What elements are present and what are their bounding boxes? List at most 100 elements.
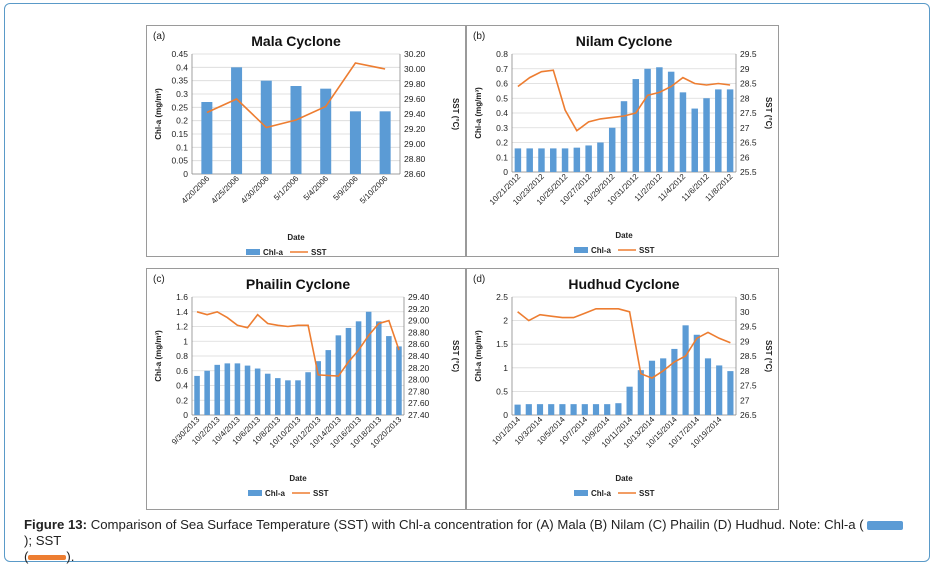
y-tick-label: 0.35 <box>171 76 188 86</box>
chl-legend-swatch <box>867 521 904 531</box>
chl-bar <box>679 92 687 172</box>
y2-tick-label: 25.5 <box>740 167 757 177</box>
y-tick-label: 0.2 <box>176 116 188 126</box>
y-axis-title: Chl-a (mg/m³) <box>474 330 483 382</box>
y2-tick-label: 28.80 <box>404 154 426 164</box>
chl-bar <box>548 404 555 415</box>
legend-chl-label: Chl-a <box>591 489 612 498</box>
y2-tick-label: 29.80 <box>404 79 426 89</box>
chl-bar <box>295 380 301 415</box>
y-tick-label: 0.1 <box>496 152 508 162</box>
x-axis-title: Date <box>615 474 633 483</box>
panel-mala: (a) Mala Cyclone 0 0.05 0.1 0.15 0.2 0.25 0.3 0.3… <box>146 25 466 257</box>
chart-title: Hudhud Cyclone <box>568 276 679 292</box>
chl-bar <box>234 363 241 415</box>
chl-bar <box>365 311 372 415</box>
y2-tick-label: 28.60 <box>404 169 426 179</box>
chl-bar <box>514 404 521 415</box>
chl-bar <box>315 361 321 415</box>
y2-axis-title: SST (°C) <box>451 340 460 372</box>
chl-bar <box>704 358 712 415</box>
y2-tick-label: 30 <box>740 307 750 317</box>
sst-line <box>196 310 400 377</box>
y2-tick-label: 28 <box>740 366 750 376</box>
y-tick-label: 0.3 <box>496 123 508 133</box>
y2-tick-label: 27.5 <box>740 381 757 391</box>
chl-bar <box>573 147 581 172</box>
y2-tick-label: 28.00 <box>408 375 430 385</box>
caption-mid: ); SST <box>24 533 62 548</box>
chart-title: Nilam Cyclone <box>576 33 673 49</box>
chl-bar <box>375 321 382 415</box>
y2-tick-label: 29.00 <box>408 316 430 326</box>
y-tick-label: 0.3 <box>176 89 188 99</box>
chl-bar <box>550 148 557 172</box>
y-tick-label: 0.4 <box>176 62 188 72</box>
y2-tick-label: 27.5 <box>740 108 757 118</box>
y-tick-label: 0.05 <box>171 156 188 166</box>
y2-tick-label: 28 <box>740 93 750 103</box>
chl-bar <box>691 108 698 172</box>
sst-line <box>517 69 731 132</box>
chl-bar <box>536 404 544 415</box>
x-tick-label: 4/25/2006 <box>209 174 241 206</box>
y-tick-label: 1 <box>183 336 188 346</box>
chl-bar <box>693 334 700 415</box>
chl-bar <box>526 148 533 172</box>
y2-tick-label: 29.5 <box>740 49 757 59</box>
chl-bar <box>648 360 656 415</box>
chl-bar <box>355 321 362 415</box>
y-tick-label: 0.8 <box>176 351 188 361</box>
sst-legend-swatch <box>28 555 67 561</box>
figure-caption: Figure 13: Comparison of Sea Surface Tem… <box>24 517 914 565</box>
chl-bar <box>626 386 633 415</box>
chl-bar <box>396 346 402 415</box>
legend-chl-swatch <box>248 490 262 496</box>
chl-bar <box>559 404 566 415</box>
y-tick-label: 0.1 <box>176 142 188 152</box>
chl-bar <box>597 142 604 172</box>
chl-bar <box>538 148 545 172</box>
chl-bar <box>285 380 291 415</box>
legend-chl-swatch <box>574 247 588 253</box>
chl-bar <box>644 68 651 172</box>
panel-nilam: (b) Nilam Cyclone 0 0.1 0.2 0.3 0.4 0.5 0.6 0.7 0.… <box>466 25 779 257</box>
chl-bar <box>290 86 302 174</box>
y-tick-label: 0 <box>183 410 188 420</box>
y-tick-label: 2 <box>503 316 508 326</box>
y2-tick-label: 29.20 <box>408 304 430 314</box>
panel-phailin: (c) Phailin Cyclone 0 0.2 0.4 0.6 0.8 1 1.2 1.4 1.… <box>146 268 466 510</box>
y-tick-label: 0.6 <box>176 366 188 376</box>
chl-bar <box>275 378 281 415</box>
chl-bar <box>637 370 644 415</box>
y2-tick-label: 28.40 <box>408 351 430 361</box>
y-tick-label: 0.45 <box>171 49 188 59</box>
x-axis-title: Date <box>289 474 307 483</box>
sst-line <box>517 307 731 379</box>
y-tick-label: 0.2 <box>176 395 188 405</box>
y-tick-label: 2.5 <box>496 292 508 302</box>
y2-tick-label: 28.60 <box>408 339 430 349</box>
chl-bar <box>660 358 667 415</box>
y2-tick-label: 26 <box>740 152 750 162</box>
y2-tick-label: 29.40 <box>404 109 426 119</box>
chl-bar <box>349 111 361 174</box>
y-tick-label: 1 <box>503 363 508 373</box>
y-tick-label: 0.15 <box>171 129 188 139</box>
y2-tick-label: 26.5 <box>740 138 757 148</box>
x-tick-label: 5/10/2006 <box>358 174 390 206</box>
chl-bar <box>608 127 616 172</box>
legend-sst-label: SST <box>639 246 655 255</box>
y-tick-label: 0.8 <box>496 49 508 59</box>
chart-title: Mala Cyclone <box>251 33 341 49</box>
chl-bar <box>620 101 628 172</box>
y-axis-title: Chl-a (mg/m³) <box>154 330 163 382</box>
panel-hudhud: (d) Hudhud Cyclone 0 0.5 1 1.5 2 2.5 26.5 27 27.5 2… <box>466 268 779 510</box>
y2-tick-label: 28.5 <box>740 79 757 89</box>
chl-bar <box>525 404 532 415</box>
y2-axis-title: SST (°C) <box>764 97 773 129</box>
panel-label: (b) <box>473 31 485 42</box>
chl-bar <box>379 111 391 174</box>
chl-bar <box>305 372 311 415</box>
y2-tick-label: 30.00 <box>404 64 426 74</box>
